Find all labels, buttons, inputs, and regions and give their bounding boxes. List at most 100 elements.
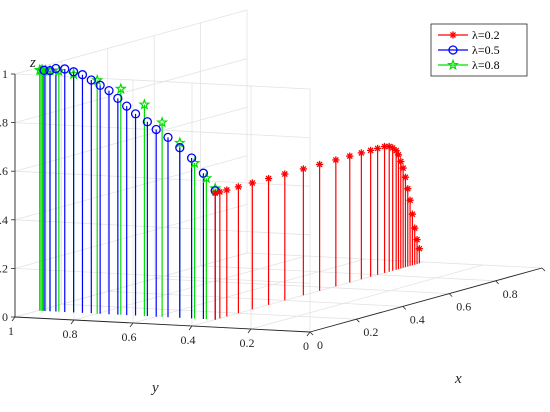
data-point [163, 132, 173, 143]
asterisk-stroke [393, 147, 400, 154]
x-axis-line [309, 267, 543, 333]
asterisk-stroke [332, 156, 339, 163]
data-point [299, 165, 307, 173]
legend-label: λ=0.2 [472, 28, 500, 42]
side-wall-gridline-z [14, 252, 248, 318]
circle-marker [122, 101, 132, 111]
asterisk-stroke [223, 187, 230, 194]
data-point [367, 146, 375, 154]
x-tick-mark [541, 267, 546, 272]
z-tick-label: 0.8 [0, 116, 8, 130]
floor-gridline-y [250, 264, 484, 330]
x-tick-mark [495, 280, 499, 285]
star-marker [33, 63, 46, 76]
star-marker [446, 58, 460, 71]
asterisk-stroke [281, 171, 288, 178]
z-tick-label: 0.6 [0, 164, 8, 178]
data-point [408, 210, 416, 218]
side-wall-gridline-z [14, 106, 248, 172]
data-point [216, 188, 224, 196]
legend-marker [446, 58, 460, 71]
floor-gridline-x [200, 265, 496, 282]
asterisk-stroke [235, 183, 242, 190]
asterisk-stroke [381, 143, 388, 150]
circle-marker [198, 168, 209, 178]
legend: λ=0.2λ=0.5λ=0.8 [430, 23, 528, 77]
data-point [86, 75, 96, 85]
data-point [223, 186, 231, 194]
asterisk-stroke [346, 153, 353, 160]
data-point [33, 63, 46, 76]
data-point [122, 101, 132, 111]
floor-gridline-y [132, 258, 366, 324]
circle-marker [151, 124, 161, 135]
data-point [346, 152, 354, 160]
data-point [186, 153, 197, 163]
data-point [114, 82, 127, 94]
legend-label: λ=0.5 [472, 43, 500, 57]
y-tick-mark [70, 319, 75, 325]
side-wall-gridline-z [14, 204, 248, 269]
side-wall-gridline-z [14, 58, 248, 123]
circle-marker [39, 65, 49, 75]
circle-marker [130, 109, 141, 119]
data-point [404, 185, 412, 193]
asterisk-stroke [407, 197, 414, 204]
data-point [45, 65, 55, 76]
y-tick-label: 0 [303, 339, 309, 353]
data-point [385, 142, 393, 151]
legend-marker [449, 31, 457, 39]
data-point [394, 151, 403, 159]
data-point [51, 63, 61, 74]
data-point [281, 170, 289, 178]
data-point [52, 64, 65, 77]
asterisk-stroke [416, 245, 423, 252]
y-tick-label: 1 [8, 324, 14, 338]
z-tick-label: 0.2 [0, 261, 8, 275]
asterisk-stroke [414, 236, 421, 243]
y-tick-label: 0.2 [240, 336, 255, 350]
data-point [374, 144, 382, 153]
stems-layer [39, 68, 420, 320]
legend-label: λ=0.8 [472, 58, 500, 72]
x-tick-label: 0.2 [363, 325, 378, 339]
asterisk-stroke [450, 32, 456, 38]
circle-marker [45, 65, 55, 76]
circle-marker [77, 70, 88, 80]
circle-marker [95, 80, 105, 90]
y-tick-mark [188, 325, 193, 331]
asterisk-stroke [389, 144, 396, 151]
asterisk-stroke [395, 151, 402, 158]
y-tick-mark [11, 316, 16, 322]
asterisk-stroke [358, 149, 365, 156]
asterisk-stroke [400, 165, 407, 172]
side-wall-gridline-z [14, 9, 248, 75]
asterisk-stroke [216, 188, 223, 195]
y-tick-label: 0.4 [181, 333, 196, 347]
y-tick-label: 0.8 [63, 327, 78, 341]
axes-layer: 00.20.40.60.8100.20.40.60.8100.20.40.60.… [0, 67, 550, 353]
x-tick-label: 0 [317, 338, 323, 352]
data-point [316, 160, 324, 169]
data-point [138, 98, 151, 110]
legend-marker [448, 45, 458, 55]
data-point [104, 85, 114, 96]
data-point [151, 124, 161, 135]
data-point [68, 67, 79, 77]
asterisk-stroke [374, 145, 381, 152]
circle-marker [60, 64, 70, 74]
circle-marker [51, 63, 61, 74]
y-axis-line [14, 316, 311, 333]
floor-gridline-x [154, 278, 450, 294]
y-tick-label: 0.6 [122, 330, 137, 344]
circle-marker [142, 117, 153, 127]
x-tick-mark [402, 306, 407, 310]
y-tick-mark [129, 322, 134, 328]
star-marker [173, 136, 186, 148]
star-marker [52, 64, 65, 77]
side-wall-gridline-z [14, 155, 248, 221]
x-tick-mark [448, 293, 453, 297]
asterisk-stroke [300, 165, 307, 172]
asterisk-stroke [404, 185, 411, 192]
circle-marker [86, 75, 96, 85]
